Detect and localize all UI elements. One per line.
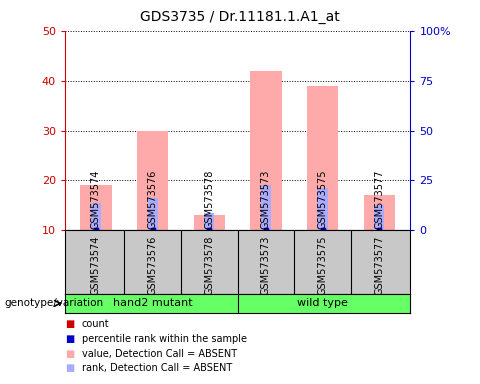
Text: value, Detection Call = ABSENT: value, Detection Call = ABSENT xyxy=(82,349,237,359)
Bar xyxy=(91,203,101,230)
Bar xyxy=(251,71,281,230)
Text: GSM573573: GSM573573 xyxy=(261,235,271,295)
Bar xyxy=(204,213,215,230)
Text: ■: ■ xyxy=(65,349,74,359)
Bar xyxy=(261,185,271,230)
Bar xyxy=(374,205,384,230)
Text: GSM573575: GSM573575 xyxy=(318,235,327,295)
Text: rank, Detection Call = ABSENT: rank, Detection Call = ABSENT xyxy=(82,363,232,373)
Text: ■: ■ xyxy=(65,334,74,344)
Bar xyxy=(147,198,158,230)
Text: GSM573578: GSM573578 xyxy=(204,235,214,295)
Bar xyxy=(364,195,395,230)
Text: wild type: wild type xyxy=(297,298,348,308)
Bar xyxy=(80,185,111,230)
Text: GDS3735 / Dr.11181.1.A1_at: GDS3735 / Dr.11181.1.A1_at xyxy=(140,10,340,23)
Bar xyxy=(307,86,338,230)
Text: count: count xyxy=(82,319,109,329)
Text: GSM573576: GSM573576 xyxy=(148,235,157,295)
Bar xyxy=(137,131,168,230)
Text: ■: ■ xyxy=(65,319,74,329)
Text: genotype/variation: genotype/variation xyxy=(5,298,104,308)
Bar xyxy=(194,215,225,230)
Text: GSM573574: GSM573574 xyxy=(91,235,101,295)
Bar xyxy=(317,188,328,230)
Text: percentile rank within the sample: percentile rank within the sample xyxy=(82,334,247,344)
Text: hand2 mutant: hand2 mutant xyxy=(113,298,192,308)
Text: ■: ■ xyxy=(65,363,74,373)
Text: GSM573577: GSM573577 xyxy=(374,235,384,295)
